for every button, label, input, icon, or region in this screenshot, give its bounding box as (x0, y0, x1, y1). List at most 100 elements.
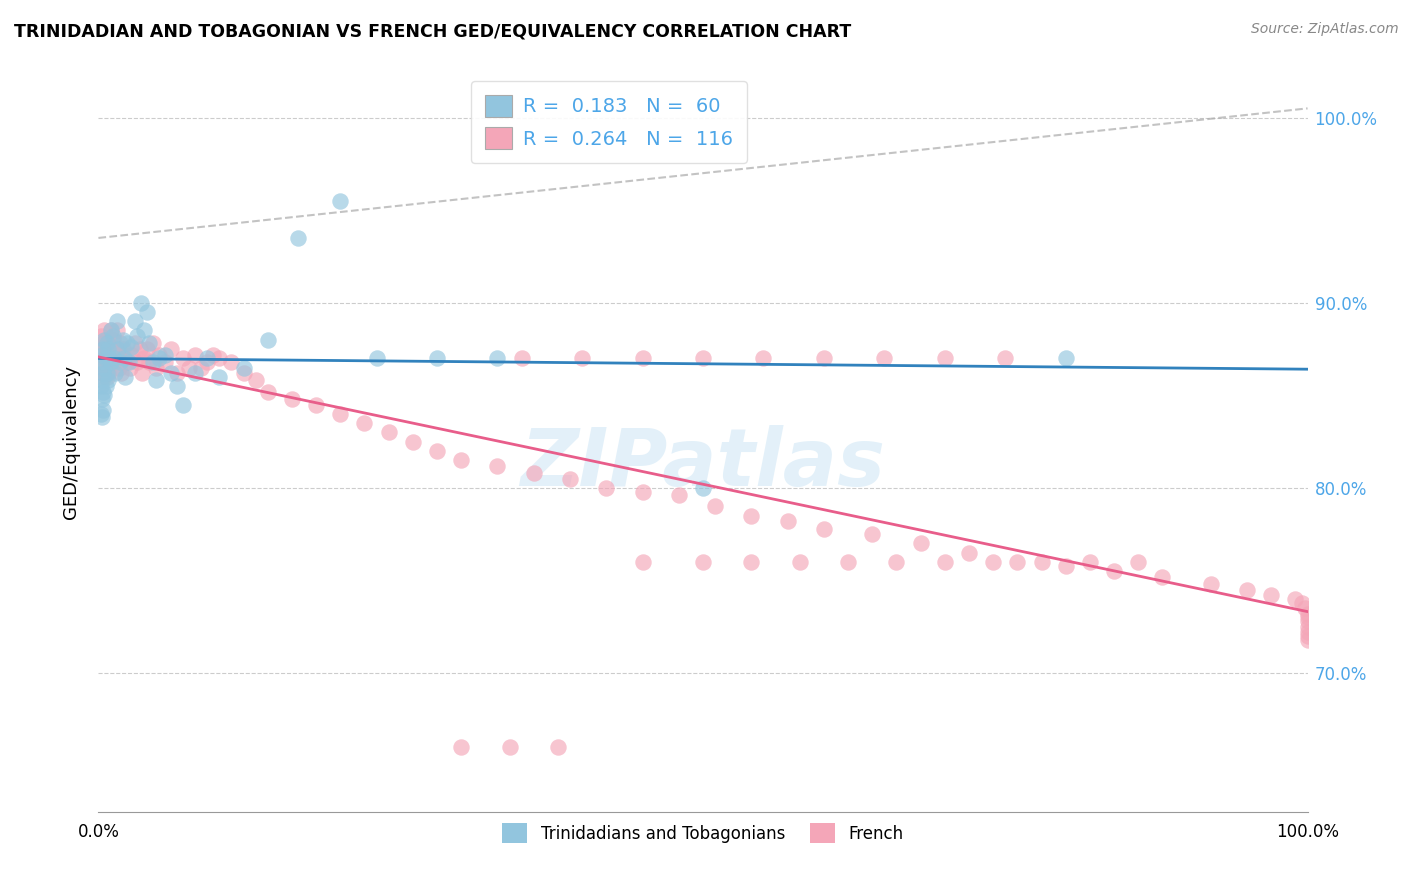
Point (96, 366, 118, 380)
Point (93, 360, 115, 375)
Point (91, 347, 114, 361)
Point (1260, 588, 1282, 602)
Point (1054, 558, 1077, 573)
Point (232, 366, 254, 380)
Point (692, 351, 714, 366)
Point (232, 360, 254, 375)
Point (692, 555, 714, 569)
Point (1296, 625, 1319, 640)
Point (190, 360, 212, 375)
Point (108, 360, 131, 375)
Point (114, 347, 136, 361)
Point (96, 342, 118, 356)
Point (486, 351, 509, 366)
Point (256, 384, 278, 399)
Legend: Trinidadians and Tobagonians, French: Trinidadians and Tobagonians, French (494, 814, 912, 852)
Point (97, 374, 120, 388)
Point (118, 355, 141, 369)
Point (329, 194, 352, 208)
Point (90, 355, 112, 369)
Point (94, 333, 117, 347)
Text: TRINIDADIAN AND TOBAGONIAN VS FRENCH GED/EQUIVALENCY CORRELATION CHART: TRINIDADIAN AND TOBAGONIAN VS FRENCH GED… (14, 22, 851, 40)
Point (120, 340, 142, 354)
Point (571, 351, 593, 366)
Point (752, 351, 775, 366)
Point (1199, 577, 1222, 591)
Point (100, 323, 122, 337)
Point (90, 407, 112, 421)
Point (1291, 596, 1313, 610)
Point (860, 527, 883, 541)
Point (96, 369, 118, 384)
Point (450, 739, 472, 754)
Y-axis label: GED/Equivalency: GED/Equivalency (62, 365, 80, 518)
Point (90, 379, 112, 393)
Point (353, 416, 375, 430)
Point (148, 351, 170, 366)
Point (486, 458, 509, 473)
Point (107, 342, 129, 356)
Text: Source: ZipAtlas.com: Source: ZipAtlas.com (1251, 22, 1399, 37)
Point (91, 403, 114, 417)
Point (287, 231, 309, 245)
Point (108, 355, 131, 369)
Point (1296, 620, 1319, 634)
Point (101, 333, 124, 347)
Point (128, 342, 150, 356)
Point (138, 336, 160, 351)
Point (740, 508, 762, 523)
Point (1296, 607, 1319, 621)
Point (93, 323, 115, 337)
Point (91, 342, 114, 356)
Point (124, 314, 146, 328)
Point (704, 500, 727, 514)
Point (631, 351, 654, 366)
Point (91, 410, 114, 425)
Point (245, 374, 267, 388)
Point (558, 471, 581, 485)
Point (93, 351, 115, 366)
Point (121, 347, 143, 361)
Point (108, 336, 131, 351)
Point (160, 342, 183, 356)
Point (91, 392, 114, 406)
Point (103, 355, 125, 369)
Point (957, 546, 980, 560)
Point (813, 522, 835, 536)
Point (104, 366, 127, 380)
Point (97, 336, 120, 351)
Point (450, 453, 472, 467)
Point (91, 336, 114, 351)
Point (329, 407, 352, 421)
Point (221, 355, 243, 369)
Point (97, 342, 120, 356)
Point (105, 323, 128, 337)
Point (179, 360, 201, 375)
Point (1296, 632, 1319, 647)
Point (145, 374, 167, 388)
Point (118, 360, 141, 375)
Point (90, 329, 112, 343)
Point (934, 351, 956, 366)
Point (148, 347, 170, 361)
Point (142, 355, 165, 369)
Point (1284, 591, 1306, 606)
Point (886, 555, 908, 569)
Point (195, 355, 218, 369)
Point (94, 379, 117, 393)
Point (873, 351, 896, 366)
Point (184, 347, 207, 361)
Point (523, 466, 546, 480)
Point (94, 351, 117, 366)
Point (127, 355, 149, 369)
Point (1102, 564, 1125, 578)
Point (740, 555, 762, 569)
Point (426, 443, 449, 458)
Point (91, 366, 114, 380)
Point (93, 333, 115, 347)
Point (166, 379, 188, 393)
Point (105, 314, 128, 328)
Point (100, 342, 122, 356)
Point (111, 342, 134, 356)
Point (172, 351, 194, 366)
